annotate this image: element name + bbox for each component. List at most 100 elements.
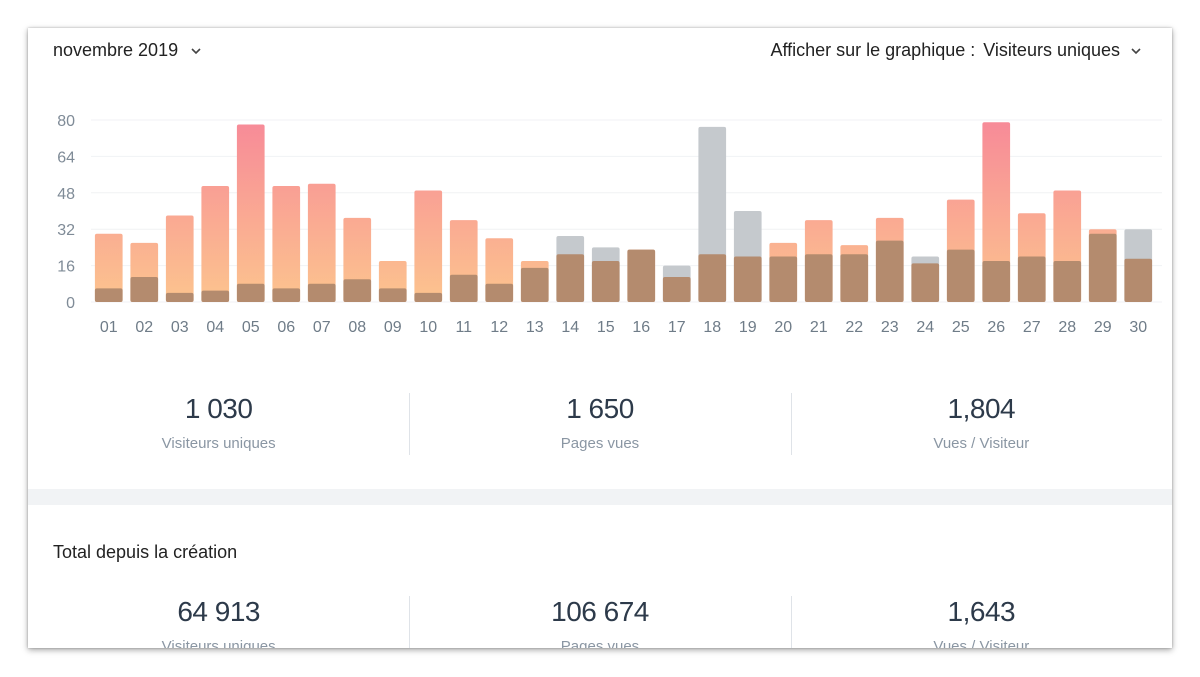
bar-secondary[interactable] <box>343 279 372 302</box>
bar-secondary[interactable] <box>840 254 869 302</box>
x-tick-label: 22 <box>845 319 863 336</box>
bar-secondary[interactable] <box>414 292 443 302</box>
x-tick-label: 02 <box>135 319 153 336</box>
bar-secondary[interactable] <box>982 261 1011 302</box>
stat-label: Vues / Visiteur <box>933 638 1030 648</box>
stat-value: 106 674 <box>551 596 649 627</box>
bar-secondary[interactable] <box>946 249 975 302</box>
stat-label: Vues / Visiteur <box>933 435 1030 452</box>
y-tick-label: 16 <box>57 259 75 276</box>
bar-secondary[interactable] <box>236 283 265 302</box>
stat-page-views: 1 650 Pages vues <box>409 393 790 473</box>
x-tick-label: 15 <box>597 319 615 336</box>
bar-secondary[interactable] <box>165 292 194 302</box>
y-tick-label: 64 <box>57 149 75 166</box>
stat-label: Pages vues <box>560 435 640 452</box>
x-tick-label: 16 <box>632 319 650 336</box>
bar-secondary[interactable] <box>733 256 762 303</box>
bar-secondary[interactable] <box>875 240 904 302</box>
bar-primary[interactable] <box>414 190 443 302</box>
bar-secondary[interactable] <box>1088 233 1117 302</box>
stat-views-per-visitor: 1,804 Vues / Visiteur <box>790 393 1172 473</box>
bar-secondary[interactable] <box>804 254 833 302</box>
bar-secondary[interactable] <box>130 276 159 302</box>
stat-label: Visiteurs uniques <box>161 638 276 648</box>
stat-value: 1 030 <box>184 393 253 424</box>
bar-secondary[interactable] <box>556 254 585 302</box>
bar-secondary[interactable] <box>378 288 407 302</box>
stats-panel: novembre 2019 Afficher sur le graphique … <box>28 28 1172 648</box>
total-unique-visitors: 64 913 Visiteurs uniques <box>28 596 409 648</box>
month-dropdown[interactable]: novembre 2019 <box>53 40 204 61</box>
x-tick-label: 09 <box>384 319 402 336</box>
x-tick-label: 20 <box>774 319 792 336</box>
bar-secondary[interactable] <box>1053 261 1082 302</box>
bar-secondary[interactable] <box>94 288 123 302</box>
y-tick-label: 80 <box>57 113 75 130</box>
bar-secondary[interactable] <box>201 290 230 302</box>
x-tick-label: 18 <box>703 319 721 336</box>
y-tick-label: 0 <box>66 295 75 312</box>
chevron-down-icon <box>191 47 201 54</box>
bar-secondary[interactable] <box>769 256 798 303</box>
x-tick-label: 26 <box>987 319 1005 336</box>
bar-secondary[interactable] <box>1124 258 1153 302</box>
bar-primary[interactable] <box>201 185 230 302</box>
visitors-chart: 01 02 03 04 05 06 07 08 09 10 11 12 13 14 15 16 17 18 19 20… <box>28 98 1172 348</box>
bar-secondary[interactable] <box>272 288 301 302</box>
bar-primary[interactable] <box>272 185 301 302</box>
x-tick-label: 10 <box>419 319 437 336</box>
x-tick-label: 03 <box>171 319 189 336</box>
x-tick-label: 29 <box>1094 319 1112 336</box>
bar-secondary[interactable] <box>485 283 514 302</box>
x-tick-label: 13 <box>526 319 544 336</box>
x-tick-label: 08 <box>348 319 366 336</box>
bar-secondary[interactable] <box>911 263 940 302</box>
stat-value: 64 913 <box>177 596 260 627</box>
x-tick-label: 27 <box>1023 319 1041 336</box>
x-tick-label: 04 <box>206 319 224 336</box>
month-stats: 1 030 Visiteurs uniques 1 650 Pages vues… <box>28 393 1172 473</box>
bar-secondary[interactable] <box>591 261 620 302</box>
x-tick-label: 14 <box>561 319 579 336</box>
bar-primary[interactable] <box>165 215 194 302</box>
total-stats: 64 913 Visiteurs uniques 106 674 Pages v… <box>28 596 1172 648</box>
chart-metric-label: Afficher sur le graphique : <box>770 40 976 60</box>
x-tick-label: 12 <box>490 319 508 336</box>
bar-secondary[interactable] <box>449 274 478 302</box>
stat-value: 1 650 <box>566 393 634 424</box>
chevron-down-icon <box>1131 47 1141 54</box>
bar-primary[interactable] <box>236 124 265 302</box>
stat-unique-visitors: 1 030 Visiteurs uniques <box>28 393 409 473</box>
bar-secondary[interactable] <box>662 276 691 302</box>
x-tick-label: 28 <box>1058 319 1076 336</box>
x-tick-label: 17 <box>668 319 686 336</box>
total-views-per-visitor: 1,643 Vues / Visiteur <box>790 596 1172 648</box>
chart-metric-value: Visiteurs uniques <box>983 40 1120 60</box>
total-section-title: Total depuis la création <box>53 542 238 562</box>
x-tick-label: 01 <box>100 319 118 336</box>
total-page-views: 106 674 Pages vues <box>409 596 790 648</box>
x-tick-label: 07 <box>313 319 331 336</box>
section-divider <box>28 489 1172 505</box>
x-tick-label: 19 <box>739 319 757 336</box>
y-tick-label: 48 <box>57 186 75 203</box>
stat-value: 1,804 <box>947 393 1016 424</box>
x-tick-label: 25 <box>952 319 970 336</box>
bar-secondary[interactable] <box>307 283 336 302</box>
bar-secondary[interactable] <box>627 249 656 302</box>
chart-metric-dropdown[interactable]: Afficher sur le graphique : Visiteurs un… <box>770 40 1144 61</box>
x-tick-label: 11 <box>455 319 472 336</box>
stat-label: Visiteurs uniques <box>161 435 276 452</box>
bar-chart-svg: 01 02 03 04 05 06 07 08 09 10 11 12 13 14 15 16 17 18 19 20… <box>57 113 1162 336</box>
bar-secondary[interactable] <box>520 267 549 302</box>
bar-secondary[interactable] <box>1017 256 1046 303</box>
stat-label: Pages vues <box>560 638 640 648</box>
bar-primary[interactable] <box>307 183 336 302</box>
bar-primary[interactable] <box>94 233 123 302</box>
y-tick-label: 32 <box>57 222 75 239</box>
x-tick-label: 21 <box>810 319 828 336</box>
bar-secondary[interactable] <box>698 254 727 302</box>
toolbar: novembre 2019 Afficher sur le graphique … <box>28 28 1172 78</box>
bar-primary[interactable] <box>982 122 1011 303</box>
